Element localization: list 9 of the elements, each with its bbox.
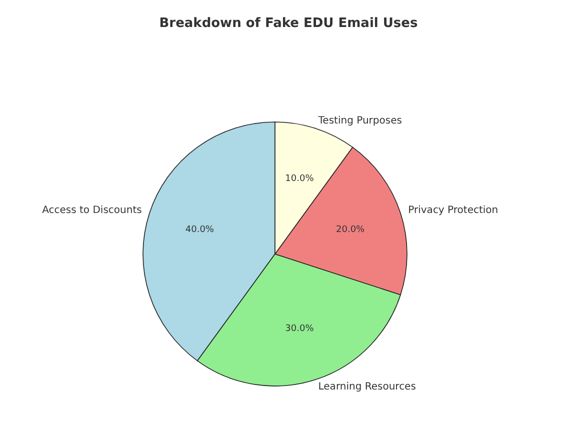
slice-label: Access to Discounts [42, 205, 142, 216]
data-label: 10.0% [285, 174, 314, 184]
slice-label: Learning Resources [318, 382, 416, 393]
slice-label: Privacy Protection [408, 205, 498, 216]
chart-title: Breakdown of Fake EDU Email Uses [159, 16, 418, 31]
data-label: 30.0% [285, 324, 314, 334]
slice-label: Testing Purposes [317, 115, 402, 126]
data-label: 40.0% [185, 224, 214, 235]
data-label: 20.0% [336, 224, 365, 235]
